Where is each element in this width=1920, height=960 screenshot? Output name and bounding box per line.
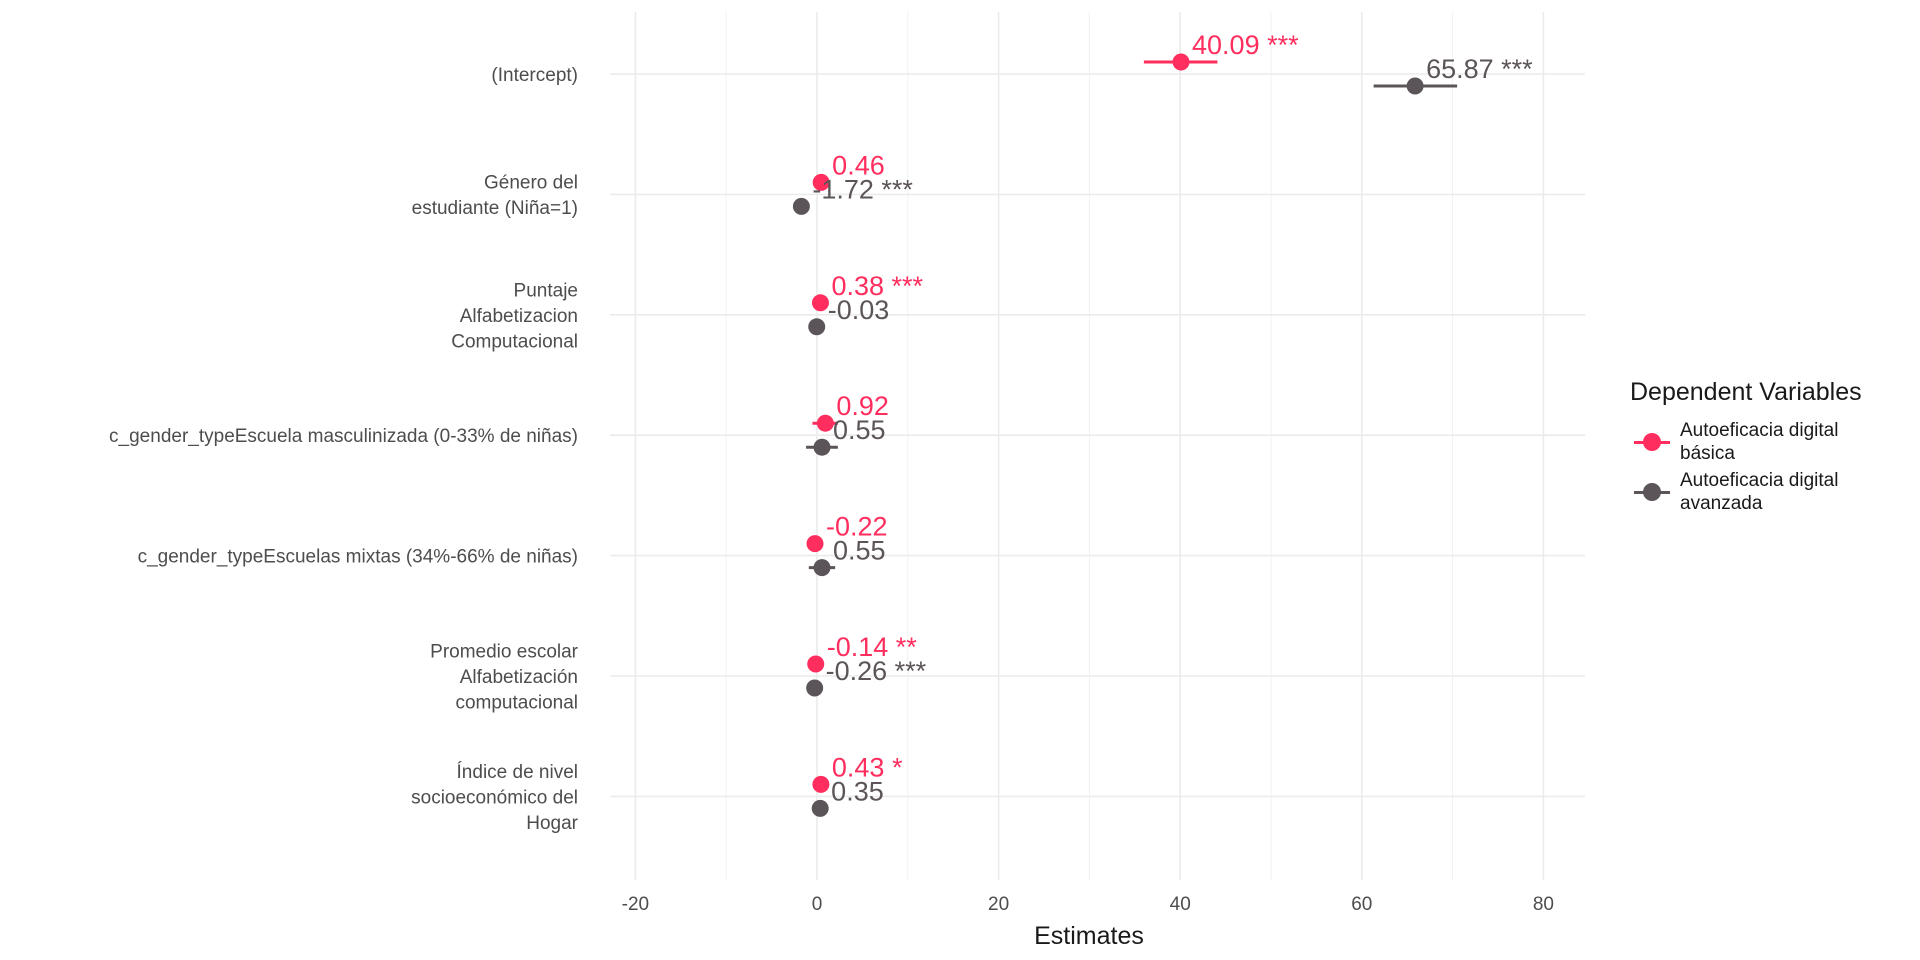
legend-key-dot bbox=[1643, 433, 1661, 451]
estimate-point bbox=[1172, 53, 1190, 71]
data-label: -0.03 bbox=[828, 295, 890, 325]
legend-item: Autoeficacia digital básica bbox=[1630, 417, 1915, 467]
estimate-point bbox=[806, 679, 824, 697]
y-tick-label: c_gender_typeEscuelas mixtas (34%-66% de… bbox=[138, 547, 578, 568]
legend-key bbox=[1630, 427, 1674, 457]
data-label: 0.35 bbox=[831, 776, 884, 806]
estimate-point bbox=[812, 173, 830, 191]
data-label: 0.92 bbox=[836, 391, 889, 421]
estimate-point bbox=[792, 197, 810, 215]
estimate-point bbox=[808, 318, 826, 336]
legend-title: Dependent Variables bbox=[1630, 378, 1862, 406]
legend-label: Autoeficacia digital avanzada bbox=[1680, 470, 1839, 514]
estimate-point bbox=[1406, 77, 1424, 95]
x-tick-label: 60 bbox=[1351, 894, 1372, 915]
estimate-point bbox=[813, 559, 831, 577]
major-gridlines bbox=[610, 12, 1585, 880]
y-tick-label: Puntaje Alfabetizacion Computacional bbox=[451, 280, 578, 352]
x-axis-title: Estimates bbox=[1034, 922, 1144, 950]
estimate-point bbox=[806, 535, 824, 553]
x-axis-ticks: -20 0 20 40 60 80 bbox=[622, 894, 1554, 915]
data-label: 0.55 bbox=[833, 415, 886, 445]
data-label: 0.55 bbox=[833, 536, 886, 566]
y-tick-label: Género del estudiante (Niña=1) bbox=[412, 173, 578, 220]
x-tick-label: -20 bbox=[622, 894, 649, 915]
legend-key bbox=[1630, 477, 1674, 507]
data-label: 0.38 *** bbox=[831, 271, 923, 301]
legend-item: Autoeficacia digital avanzada bbox=[1630, 467, 1915, 517]
legend: Dependent Variables Autoeficacia digital… bbox=[1630, 378, 1915, 517]
series-layer bbox=[792, 53, 1458, 817]
data-label: -0.26 *** bbox=[826, 656, 927, 686]
x-tick-label: 20 bbox=[988, 894, 1009, 915]
y-tick-label: c_gender_typeEscuela masculinizada (0-33… bbox=[109, 426, 578, 447]
data-label: 0.43 * bbox=[832, 752, 903, 782]
data-label: 0.46 bbox=[832, 150, 885, 180]
estimate-point bbox=[811, 799, 829, 817]
x-tick-label: 80 bbox=[1533, 894, 1554, 915]
legend-key-dot bbox=[1643, 483, 1661, 501]
minor-gridlines bbox=[725, 12, 1454, 880]
estimate-point bbox=[812, 775, 830, 793]
estimate-point bbox=[807, 655, 825, 673]
estimate-point bbox=[813, 438, 831, 456]
y-tick-label: (Intercept) bbox=[491, 65, 578, 86]
estimate-point bbox=[816, 414, 834, 432]
data-label: -0.14 ** bbox=[827, 632, 918, 662]
x-tick-label: 0 bbox=[812, 894, 823, 915]
y-tick-label: Índice de nivel socioeconómico del Hogar bbox=[411, 762, 579, 834]
data-label: -1.72 *** bbox=[812, 174, 913, 204]
legend-items: Autoeficacia digital básica Autoeficacia d… bbox=[1630, 417, 1915, 517]
y-tick-label: Promedio escolar Alfabetización computacio… bbox=[430, 642, 579, 714]
data-label: 65.87 *** bbox=[1426, 54, 1533, 84]
data-labels: 40.09 *** 0.46 0.38 *** 0.92 -0.22 -0.14 ** 0.… bbox=[812, 30, 1533, 806]
legend-label: Autoeficacia digital básica bbox=[1680, 420, 1839, 464]
y-axis-labels: (Intercept) Género del estudiante (Niña=1)… bbox=[109, 65, 579, 834]
data-label: 40.09 *** bbox=[1192, 30, 1299, 60]
data-label: -0.22 bbox=[826, 512, 888, 542]
x-tick-label: 40 bbox=[1170, 894, 1191, 915]
estimate-point bbox=[811, 294, 829, 312]
